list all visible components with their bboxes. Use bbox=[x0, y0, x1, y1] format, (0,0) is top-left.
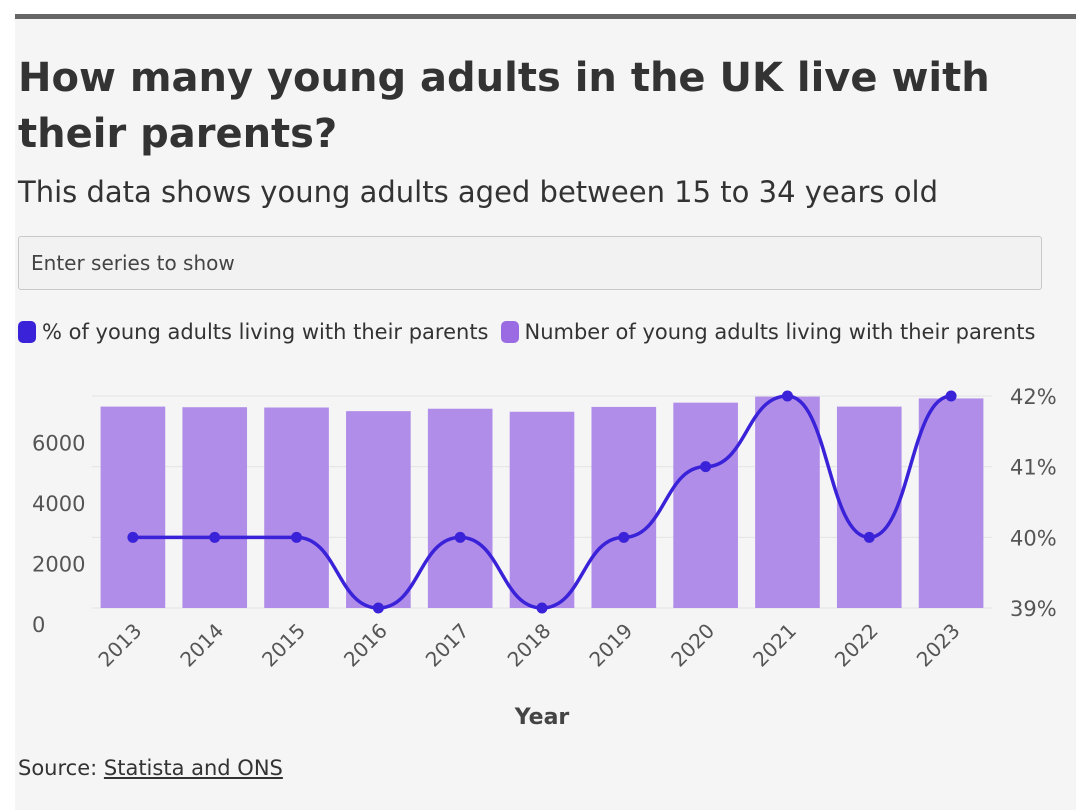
x-tick-label: 2015 bbox=[257, 619, 310, 672]
legend-item-percent[interactable]: % of young adults living with their pare… bbox=[18, 320, 489, 344]
bar bbox=[591, 406, 657, 608]
y-right-tick-label: 41% bbox=[1010, 456, 1057, 480]
legend-swatch-number bbox=[500, 321, 519, 343]
legend: % of young adults living with their pare… bbox=[18, 318, 1047, 346]
line-point bbox=[618, 531, 630, 543]
x-tick-label: 2013 bbox=[93, 619, 146, 672]
x-tick-label: 2020 bbox=[666, 619, 719, 672]
line-point bbox=[291, 531, 303, 543]
legend-swatch-percent bbox=[18, 321, 36, 343]
bar bbox=[182, 407, 248, 608]
series-search-input[interactable] bbox=[18, 236, 1042, 290]
source-prefix: Source: bbox=[18, 756, 104, 780]
line-point bbox=[127, 531, 139, 543]
x-tick-label: 2018 bbox=[503, 619, 556, 672]
bar bbox=[100, 406, 166, 608]
bar bbox=[346, 411, 411, 608]
bar bbox=[918, 398, 984, 608]
y-left-tick-label: 4000 bbox=[32, 492, 85, 516]
line-point bbox=[863, 531, 875, 543]
x-tick-label: 2022 bbox=[830, 619, 883, 672]
chart-subtitle: This data shows young adults aged betwee… bbox=[18, 175, 938, 209]
y-left-tick-label: 0 bbox=[32, 613, 45, 637]
bar bbox=[755, 396, 820, 608]
legend-label-number: Number of young adults living with their… bbox=[524, 320, 1036, 344]
line-point bbox=[454, 531, 466, 543]
y-right-tick-label: 39% bbox=[1010, 597, 1057, 621]
bar bbox=[427, 408, 493, 608]
line-point bbox=[536, 602, 548, 614]
bar bbox=[673, 402, 738, 608]
line-point bbox=[781, 390, 793, 402]
x-axis-title: Year bbox=[514, 705, 570, 730]
chart-title: How many young adults in the UK live wit… bbox=[18, 55, 990, 157]
bar bbox=[836, 406, 902, 608]
y-left-tick-label: 2000 bbox=[32, 552, 85, 576]
legend-item-number[interactable]: Number of young adults living with their… bbox=[500, 320, 1036, 344]
bar bbox=[264, 407, 329, 608]
source-note: Source: Statista and ONS bbox=[18, 756, 283, 780]
line-point bbox=[209, 531, 221, 543]
source-link[interactable]: Statista and ONS bbox=[103, 756, 283, 780]
line-point bbox=[372, 602, 384, 614]
y-right-tick-label: 40% bbox=[1010, 526, 1057, 550]
x-tick-label: 2021 bbox=[748, 619, 801, 672]
y-right-tick-label: 42% bbox=[1010, 385, 1057, 409]
y-left-tick-label: 6000 bbox=[32, 431, 85, 455]
x-tick-label: 2023 bbox=[912, 619, 965, 672]
line-point bbox=[700, 461, 712, 473]
bar bbox=[509, 411, 575, 608]
line-point bbox=[945, 390, 957, 402]
x-tick-label: 2014 bbox=[175, 619, 228, 672]
legend-label-percent: % of young adults living with their pare… bbox=[42, 320, 489, 344]
x-tick-label: 2019 bbox=[584, 619, 637, 672]
x-tick-label: 2016 bbox=[339, 619, 392, 672]
x-tick-label: 2017 bbox=[421, 619, 474, 672]
